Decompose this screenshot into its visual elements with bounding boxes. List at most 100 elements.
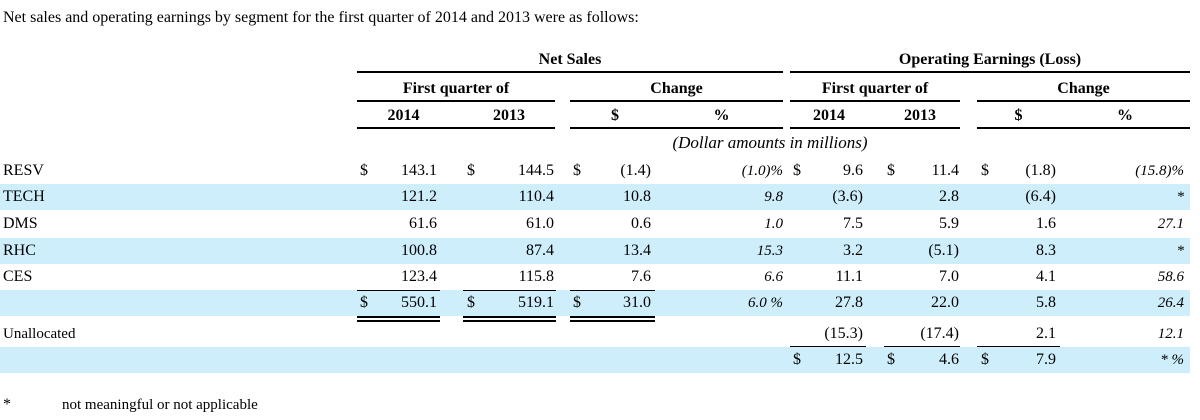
row-label: DMS <box>3 215 38 232</box>
row-label: RESV <box>3 162 44 179</box>
cell-value: 10.8 <box>623 188 651 205</box>
currency-sign: $ <box>793 162 801 179</box>
cell-value: (3.6) <box>832 188 863 205</box>
cell-value: 12.5 <box>835 351 863 368</box>
rule <box>570 320 655 322</box>
cell-value: 121.2 <box>401 188 437 205</box>
cell-value: 27.1 <box>1157 216 1184 232</box>
cell-value: 7.9 <box>1036 351 1056 368</box>
cell-value: 9.8 <box>764 189 783 205</box>
cell-value: 143.1 <box>401 162 437 179</box>
cell-value: 22.0 <box>931 294 959 311</box>
cell-value: 6.6 <box>764 269 783 285</box>
currency-sign: $ <box>981 162 989 179</box>
cell-value: 31.0 <box>623 294 651 311</box>
cell-value: 2.8 <box>939 188 959 205</box>
cell-value: 61.0 <box>526 215 554 232</box>
rule <box>463 320 556 322</box>
cell-value: 5.8 <box>1036 294 1056 311</box>
cell-value: 9.6 <box>843 162 863 179</box>
cell-value: 15.3 <box>756 243 783 259</box>
cell-value: 8.3 <box>1036 242 1056 259</box>
cell-value: 27.8 <box>835 294 863 311</box>
rule <box>570 316 655 318</box>
cell-value: 123.4 <box>401 268 437 285</box>
rule <box>357 71 783 73</box>
cell-value: 110.4 <box>518 188 554 205</box>
cell-value: (17.4) <box>920 325 959 342</box>
cell-value: 61.6 <box>409 215 437 232</box>
row-label: Unallocated <box>3 326 76 342</box>
cell-value: 12.1 <box>1157 326 1184 342</box>
rule <box>357 320 440 322</box>
row-label: CES <box>3 268 33 285</box>
cell-value: (5.1) <box>928 242 959 259</box>
rule <box>790 127 960 129</box>
row-band <box>0 238 1190 264</box>
currency-sign: $ <box>981 351 989 368</box>
cell-value: 6.0 % <box>748 295 783 311</box>
rule <box>977 346 1060 347</box>
cell-value: * <box>1176 243 1185 259</box>
rule <box>790 100 960 102</box>
cell-value: (6.4) <box>1025 188 1056 205</box>
cell-value: 4.1 <box>1036 268 1056 285</box>
currency-sign: $ <box>467 294 475 311</box>
cell-value: 13.4 <box>623 242 651 259</box>
units-note: (Dollar amounts in millions) <box>672 133 868 152</box>
rule <box>357 290 440 291</box>
footnote-text: not meaningful or not applicable <box>62 397 258 413</box>
rule <box>357 127 555 129</box>
currency-sign: $ <box>573 162 581 179</box>
cell-value: (1.8) <box>1025 162 1056 179</box>
column-header: $ <box>611 107 619 124</box>
cell-value: 5.9 <box>939 215 959 232</box>
cell-value: (15.8)% <box>1135 163 1184 179</box>
currency-sign: $ <box>887 351 895 368</box>
subgroup-header: First quarter of <box>402 80 510 97</box>
cell-value: 3.2 <box>843 242 863 259</box>
currency-sign: $ <box>793 351 801 368</box>
currency-sign: $ <box>573 294 581 311</box>
column-header: 2013 <box>904 107 936 124</box>
currency-sign: $ <box>887 162 895 179</box>
column-header: $ <box>1014 107 1023 124</box>
rule <box>977 100 1190 102</box>
row-label: TECH <box>3 188 45 205</box>
cell-value: 0.6 <box>631 215 651 232</box>
rule <box>790 71 1190 73</box>
column-header: 2013 <box>493 107 525 124</box>
cell-value: 58.6 <box>1157 269 1184 285</box>
column-header: 2014 <box>813 107 845 124</box>
cell-value: 2.1 <box>1036 325 1056 342</box>
cell-value: 11.4 <box>931 162 959 179</box>
group-header: Operating Earnings (Loss) <box>898 51 1082 68</box>
cell-value: (1.0)% <box>741 163 783 179</box>
cell-value: 7.6 <box>631 268 651 285</box>
cell-value: 1.6 <box>1036 215 1056 232</box>
rule <box>357 100 555 102</box>
rule <box>570 290 655 291</box>
cell-value: 11.1 <box>835 268 863 285</box>
rule <box>570 127 783 129</box>
cell-value: 519.1 <box>518 294 554 311</box>
cell-value: 100.8 <box>401 242 437 259</box>
row-band <box>0 184 1190 210</box>
rule <box>463 316 556 318</box>
column-header: % <box>713 107 730 124</box>
intro-text: Net sales and operating earnings by segm… <box>3 9 639 26</box>
cell-value: 1.0 <box>764 216 783 232</box>
cell-value: 26.4 <box>1157 295 1184 311</box>
rule <box>570 100 783 102</box>
subgroup-header: First quarter of <box>821 80 929 97</box>
cell-value: 7.5 <box>843 215 863 232</box>
row-band <box>0 290 1190 316</box>
column-header: 2014 <box>387 107 420 124</box>
cell-value: 115.8 <box>518 268 554 285</box>
rule <box>463 290 556 291</box>
cell-value: * % <box>1160 352 1184 368</box>
rule <box>884 346 960 347</box>
cell-value: 7.0 <box>939 268 959 285</box>
cell-value: 4.6 <box>939 351 959 368</box>
